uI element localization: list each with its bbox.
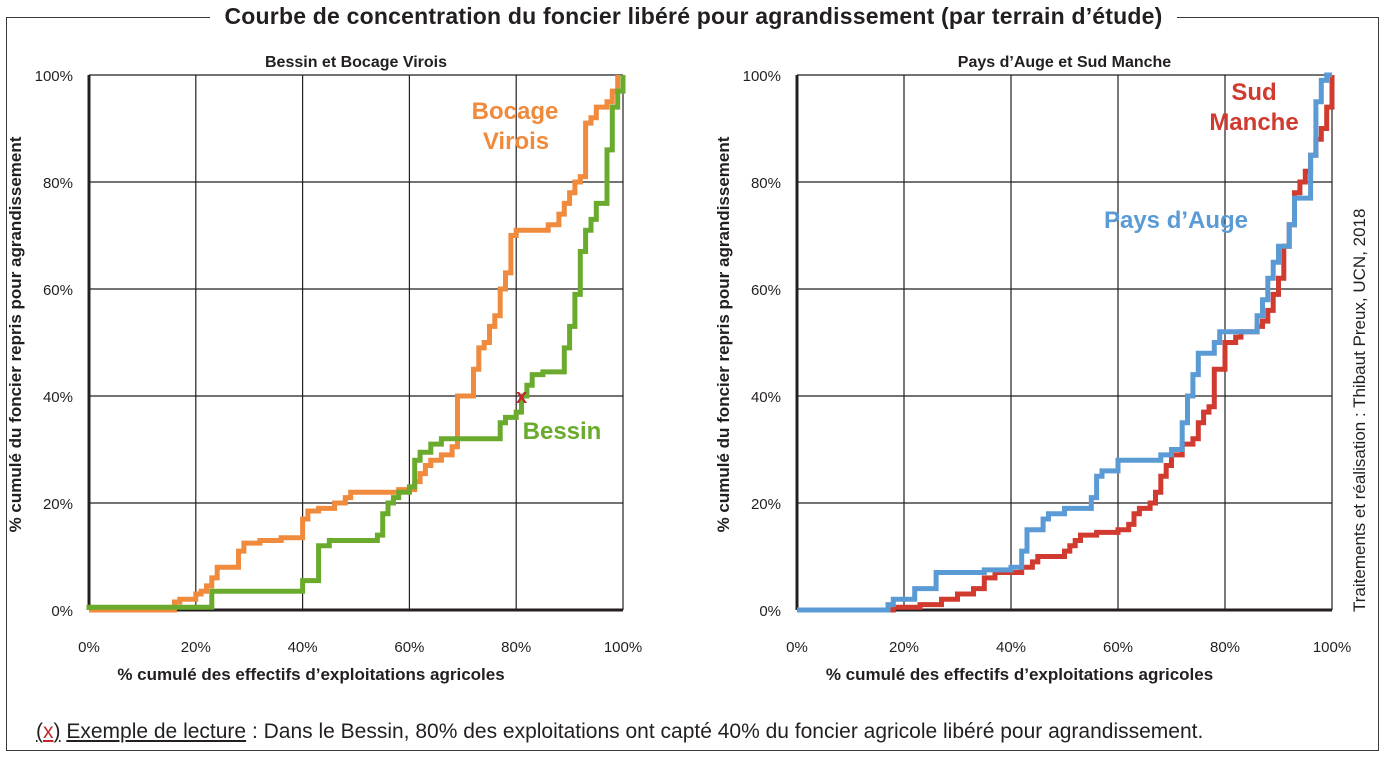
note-marker: x <box>43 720 54 743</box>
y-axis-title: % cumulé du foncier repris pour agrandis… <box>6 136 25 532</box>
y-tick-label: 100% <box>35 68 73 85</box>
series-label-1: Bessin <box>523 418 602 445</box>
y-tick-label: 0% <box>51 603 73 620</box>
x-tick-label: 0% <box>78 639 100 656</box>
x-axis-title: % cumulé des effectifs d’exploitations a… <box>826 665 1213 684</box>
series-label-0: Sud <box>1231 79 1276 106</box>
series-label-1: Pays d’Auge <box>1104 207 1248 234</box>
chart-auge-manche: 0% 20% 40% 60% 80% 100% 0% 20% 40% 60% 80% 100% Pays… <box>714 54 1351 684</box>
series-label-0: Virois <box>483 128 549 155</box>
chart-title: Pays d’Auge et Sud Manche <box>958 54 1171 71</box>
y-tick-label: 40% <box>43 389 73 406</box>
x-tick-label: 100% <box>604 639 642 656</box>
figure-title: Courbe de concentration du foncier libér… <box>0 3 1387 30</box>
note-paren-close: ) <box>53 720 61 743</box>
series-line-1 <box>797 72 1332 613</box>
y-tick-label: 40% <box>751 389 781 406</box>
series-line-0 <box>89 75 621 613</box>
x-tick-label: 40% <box>288 639 318 656</box>
note-label: Exemple de lecture <box>66 720 247 743</box>
series-line-0 <box>797 75 1335 613</box>
chart-bessin-bocage: 0% 20% 40% 60% 80% 100% 0% 20% 40% 60% 80% 100% Bess… <box>6 54 642 684</box>
y-tick-label: 100% <box>743 68 781 85</box>
reading-example-note: (x) Exemple de lecture : Dans le Bessin,… <box>36 720 1203 744</box>
x-tick-label: 20% <box>181 639 211 656</box>
x-tick-label: 80% <box>501 639 531 656</box>
x-tick-label: 60% <box>394 639 424 656</box>
x-tick-label: 100% <box>1313 639 1351 656</box>
note-text: : Dans le Bessin, 80% des exploitations … <box>246 720 1204 743</box>
x-tick-label: 40% <box>996 639 1026 656</box>
note-paren-open: ( <box>36 720 43 743</box>
y-tick-label: 60% <box>751 282 781 299</box>
y-tick-label: 60% <box>43 282 73 299</box>
series-label-0: Bocage <box>472 98 559 125</box>
x-tick-label: 80% <box>1210 639 1240 656</box>
y-tick-label: 20% <box>751 496 781 513</box>
x-tick-label: 20% <box>889 639 919 656</box>
x-axis-title: % cumulé des effectifs d’exploitations a… <box>117 665 504 684</box>
series-label-0: Manche <box>1209 109 1298 136</box>
y-tick-label: 80% <box>43 175 73 192</box>
y-axis-title: % cumulé du foncier repris pour agrandis… <box>714 136 733 532</box>
chart-title: Bessin et Bocage Virois <box>265 54 447 71</box>
credit-text: Traitements et réalisation : Thibaut Pre… <box>1350 208 1369 612</box>
x-tick-label: 60% <box>1103 639 1133 656</box>
series-line-1 <box>86 75 626 610</box>
y-tick-label: 0% <box>759 603 781 620</box>
reading-example-marker: x <box>516 386 527 408</box>
y-tick-label: 80% <box>751 175 781 192</box>
x-tick-label: 0% <box>786 639 808 656</box>
y-tick-label: 20% <box>43 496 73 513</box>
